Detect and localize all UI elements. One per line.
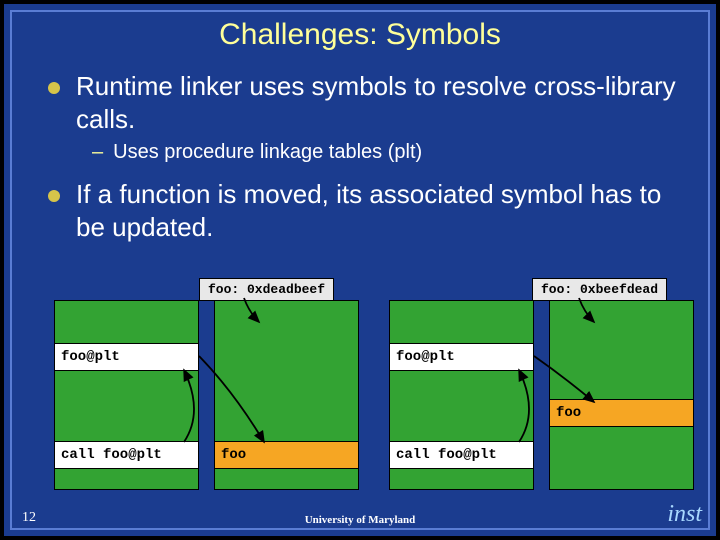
sub-bullet-1-text: Uses procedure linkage tables (plt) [113, 141, 422, 164]
column-3: foo@plt call foo@plt [389, 300, 534, 490]
column-1: foo@plt call foo@plt [54, 300, 199, 490]
slide-title: Challenges: Symbols [4, 18, 716, 52]
dash-icon: – [92, 141, 103, 164]
logo-text: inst [667, 501, 702, 528]
slot-foo-4: foo [550, 399, 693, 427]
diagram: foo: 0xdeadbeef foo: 0xbeefdead foo@plt … [34, 282, 686, 492]
slot-plt-3: foo@plt [390, 343, 533, 371]
slide: Challenges: Symbols Runtime linker uses … [0, 0, 720, 540]
bullet-2: If a function is moved, its associated s… [48, 178, 686, 243]
bullet-1-text: Runtime linker uses symbols to resolve c… [76, 70, 686, 135]
slot-plt-1: foo@plt [55, 343, 198, 371]
column-2: foo [214, 300, 359, 490]
label-foo-right: foo: 0xbeefdead [532, 278, 667, 301]
column-4: foo [549, 300, 694, 490]
bullet-icon [48, 190, 60, 202]
label-foo-left: foo: 0xdeadbeef [199, 278, 334, 301]
slot-call-1: call foo@plt [55, 441, 198, 469]
slot-call-3: call foo@plt [390, 441, 533, 469]
sub-bullet-1: – Uses procedure linkage tables (plt) [92, 141, 686, 164]
slot-foo-2: foo [215, 441, 358, 469]
content-area: Runtime linker uses symbols to resolve c… [4, 52, 716, 243]
bullet-2-text: If a function is moved, its associated s… [76, 178, 686, 243]
bullet-1: Runtime linker uses symbols to resolve c… [48, 70, 686, 135]
footer-text: University of Maryland [4, 514, 716, 526]
bullet-icon [48, 82, 60, 94]
